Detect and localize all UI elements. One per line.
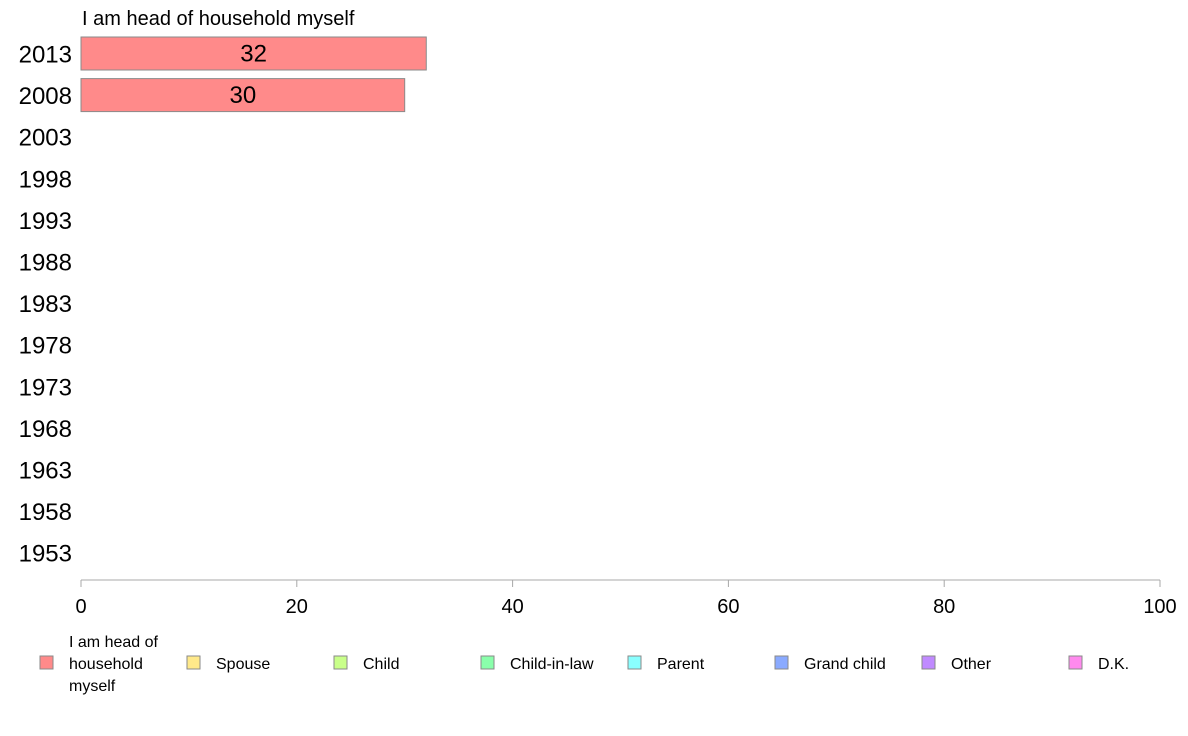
legend-swatch-1	[186, 655, 201, 670]
legend-label-7: D.K.	[1098, 656, 1129, 673]
bar-2008	[80, 78, 406, 113]
series-annotation: I am head of household myself	[82, 8, 355, 30]
year-label-1983: 1983	[19, 291, 72, 318]
legend-label-6: Other	[951, 656, 992, 673]
legend-swatch-2	[333, 655, 348, 670]
year-label-2008: 2008	[19, 83, 72, 110]
legend-label-0: I am head of household myself	[69, 634, 159, 695]
x-tick-label-0: 0	[75, 596, 86, 618]
bar-value-label-2013: 32	[240, 41, 267, 68]
legend-label-5: Grand child	[804, 656, 886, 673]
legend: I am head of household myself Spouse Child Ch…	[39, 634, 1129, 695]
year-label-1988: 1988	[19, 250, 72, 277]
x-tick-label-40: 40	[501, 596, 523, 618]
year-label-1998: 1998	[19, 166, 72, 193]
year-label-1958: 1958	[19, 499, 72, 526]
legend-swatch-6	[921, 655, 936, 670]
x-tick-label-80: 80	[933, 596, 955, 618]
bar-value-label-2008: 30	[229, 82, 256, 109]
legend-swatch-7	[1068, 655, 1083, 670]
x-tick-label-100: 100	[1143, 596, 1176, 618]
x-tick-label-60: 60	[717, 596, 739, 618]
legend-label-1: Spouse	[216, 656, 270, 673]
year-label-1973: 1973	[19, 374, 72, 401]
x-tick-label-20: 20	[286, 596, 308, 618]
legend-swatch-3	[480, 655, 495, 670]
year-label-1993: 1993	[19, 208, 72, 235]
year-label-1968: 1968	[19, 416, 72, 443]
year-label-1963: 1963	[19, 458, 72, 485]
year-labels: 2013 2008 2003 1998 1993 1988 1983 1978 1973 1968…	[19, 42, 72, 568]
legend-label-2: Child	[363, 656, 399, 673]
year-label-2003: 2003	[19, 125, 72, 152]
bars-layer: 32 30	[80, 36, 427, 113]
legend-swatch-0	[39, 655, 54, 670]
x-axis: 0 20 40 60 80 100	[75, 579, 1177, 618]
legend-label-4: Parent	[657, 656, 705, 673]
legend-swatch-4	[627, 655, 642, 670]
year-label-2013: 2013	[19, 42, 72, 69]
year-label-1978: 1978	[19, 333, 72, 360]
bar-2013	[80, 36, 427, 71]
legend-swatch-5	[774, 655, 789, 670]
legend-label-3: Child-in-law	[510, 656, 594, 673]
year-label-1953: 1953	[19, 541, 72, 568]
